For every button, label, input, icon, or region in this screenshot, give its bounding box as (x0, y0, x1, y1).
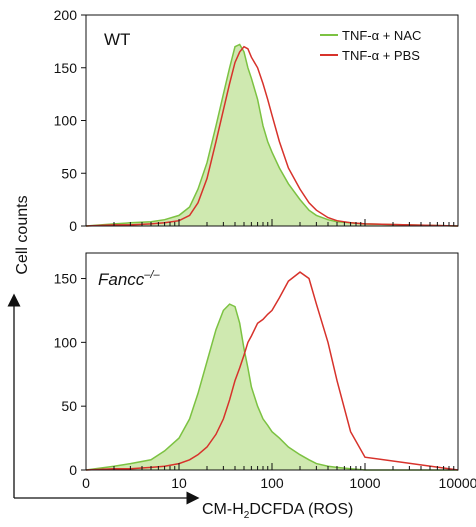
y-tick-label: 0 (69, 462, 77, 478)
x-tick-label: 10000 (439, 475, 476, 491)
fancc-plot-area (85, 271, 459, 471)
x-tick-label: 10 (171, 475, 187, 491)
series-0-line (85, 303, 458, 471)
fancc-y-axis-ticks: 0 50 100 150 (54, 271, 86, 478)
legend: TNF-α + NAC TNF-α + PBS (320, 28, 421, 63)
series-0-fill (86, 304, 458, 470)
fancc-panel-label-superscript: –/– (143, 269, 160, 281)
x-axis-label-subscript: 2 (244, 510, 250, 521)
legend-nac-label: TNF-α + NAC (342, 28, 421, 43)
y-axis-label: Cell counts (14, 195, 31, 274)
wt-y-axis-ticks: 0 50 100 150 200 (54, 7, 86, 234)
x-tick-label: 1000 (349, 475, 380, 491)
y-tick-label: 150 (54, 271, 78, 287)
x-axis-label: CM-H2DCFDA (ROS) (202, 501, 353, 521)
legend-pbs-label: TNF-α + PBS (342, 48, 420, 63)
fancc-histogram-panel: 0 50 100 150 0 10 100 1000 10000 Fancc–/– (54, 252, 476, 491)
series-0-fill (86, 44, 458, 226)
fancc-panel-label: Fancc–/– (98, 269, 160, 289)
x-axis-label-main: CM-H (202, 501, 244, 518)
y-tick-label: 50 (61, 165, 77, 181)
wt-x-axis-ticks (85, 219, 459, 226)
y-tick-label: 0 (69, 218, 77, 234)
y-tick-label: 150 (54, 60, 78, 76)
x-tick-label: 0 (82, 475, 90, 491)
wt-panel-label: WT (104, 30, 130, 49)
wt-histogram-panel: 0 50 100 150 200 WT TNF-α + NAC TNF-α + PBS (54, 7, 459, 234)
x-axis-label-tail: DCFDA (ROS) (249, 501, 353, 518)
y-tick-label: 100 (54, 334, 78, 350)
series-0-line (85, 43, 459, 227)
x-tick-label: 100 (260, 475, 284, 491)
y-tick-label: 100 (54, 113, 78, 129)
y-tick-label: 200 (54, 7, 78, 23)
fancc-x-axis-ticks: 0 10 100 1000 10000 (82, 463, 476, 491)
y-tick-label: 50 (61, 398, 77, 414)
fancc-panel-label-main: Fancc (98, 270, 145, 289)
wt-plot-area (85, 43, 459, 227)
